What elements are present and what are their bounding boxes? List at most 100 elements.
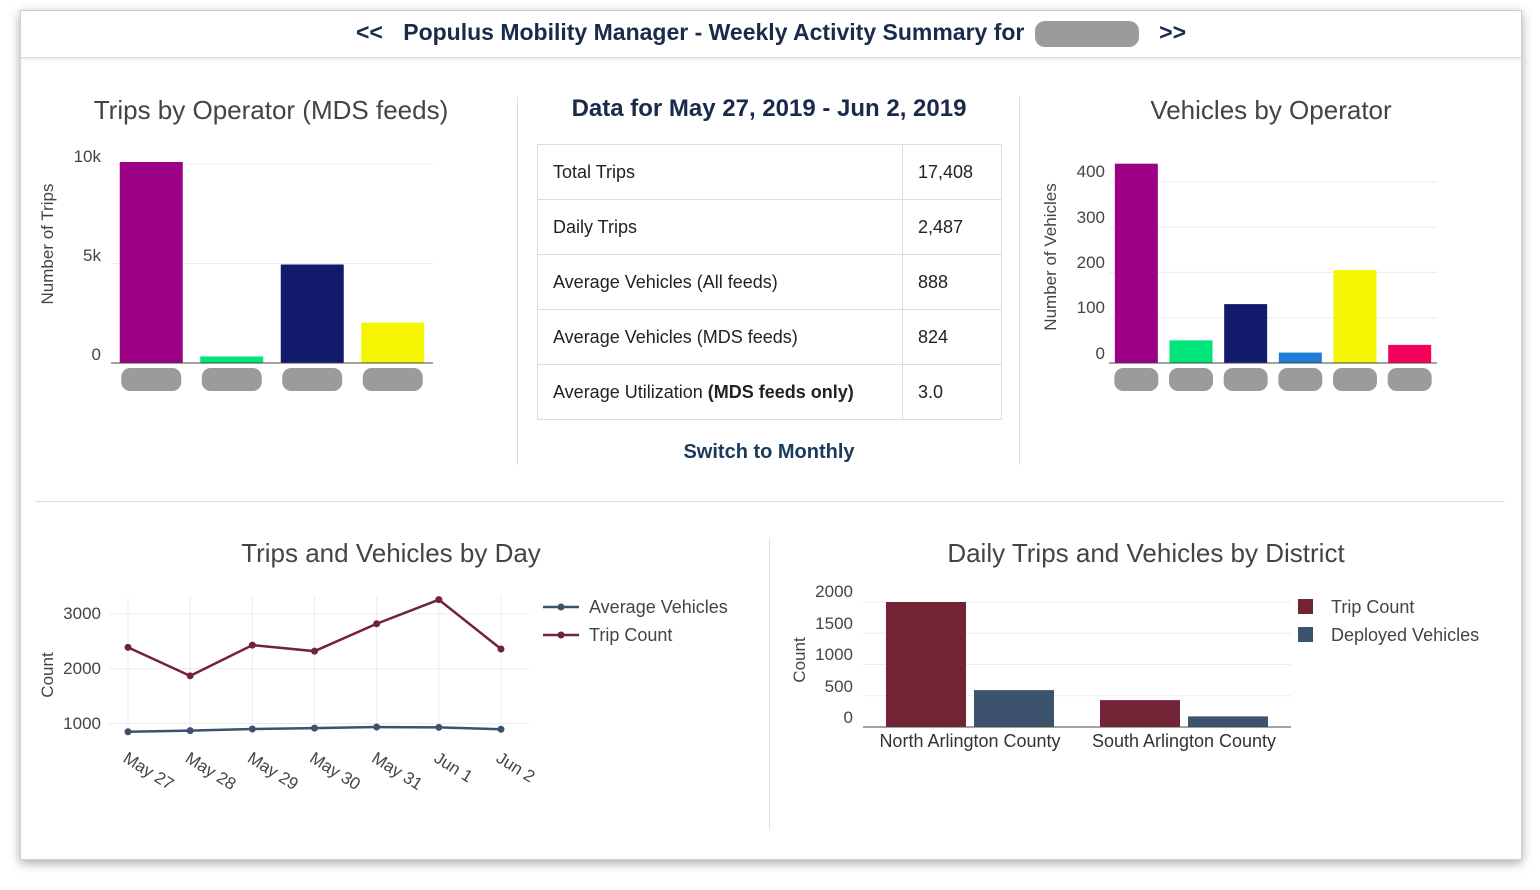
- divider: [1019, 97, 1020, 465]
- y-tick: 0: [1096, 344, 1105, 363]
- data-point: [435, 596, 443, 604]
- stat-label: Total Trips: [537, 144, 903, 200]
- district-chart-ylabel: Count: [790, 637, 809, 683]
- redacted-operator-label: [121, 368, 182, 391]
- y-tick: 5k: [83, 246, 101, 265]
- redacted-operator-label: [1169, 368, 1213, 391]
- y-tick: 400: [1077, 162, 1105, 181]
- report-title: Populus Mobility Manager - Weekly Activi…: [403, 19, 1025, 45]
- y-tick: 300: [1077, 208, 1105, 227]
- x-tick-label: May 31: [369, 748, 426, 794]
- redacted-operator-label: [1114, 368, 1159, 391]
- redacted-operator-label: [362, 368, 423, 391]
- data-point: [186, 672, 194, 680]
- previous-week-button[interactable]: <<: [355, 19, 383, 45]
- divider: [517, 97, 518, 465]
- stat-label-text: Average Utilization: [553, 381, 708, 402]
- redacted-operator-label: [201, 368, 262, 391]
- bar: [974, 690, 1054, 727]
- y-tick: 500: [825, 677, 853, 696]
- data-point: [124, 728, 132, 736]
- x-tick-label: May 27: [120, 748, 177, 794]
- x-tick-label: May 29: [244, 748, 301, 794]
- x-tick-label: Jun 1: [431, 748, 476, 786]
- table-row: Total Trips 17,408: [537, 144, 1002, 200]
- data-point: [124, 643, 132, 651]
- legend-swatch-deployed-vehicles: [1298, 627, 1313, 642]
- switch-to-monthly-link[interactable]: Switch to Monthly: [683, 441, 855, 463]
- bar: [1100, 700, 1180, 727]
- data-point: [497, 645, 505, 653]
- divider: [35, 501, 1505, 502]
- stat-label: Average Vehicles (All feeds): [537, 254, 903, 310]
- report-header: << Populus Mobility Manager - Weekly Act…: [21, 11, 1521, 58]
- bar: [886, 602, 966, 727]
- bar: [361, 322, 425, 363]
- report-window: << Populus Mobility Manager - Weekly Act…: [20, 10, 1522, 860]
- y-tick: 2000: [815, 582, 853, 601]
- bar: [1388, 344, 1432, 363]
- stat-label: Daily Trips: [537, 199, 903, 255]
- legend-trip-count: Trip Count: [589, 625, 672, 645]
- table-row: Average Utilization (MDS feeds only) 3.0: [537, 364, 1002, 420]
- legend-deployed-vehicles: Deployed Vehicles: [1331, 625, 1479, 645]
- trips-by-operator-ylabel: Number of Trips: [38, 184, 57, 305]
- divider: [769, 539, 770, 829]
- legend-marker-trip-count: [557, 631, 565, 639]
- trips-by-operator-title: Trips by Operator (MDS feeds): [93, 95, 449, 125]
- redacted-operator-label: [1223, 368, 1268, 391]
- bar: [1224, 304, 1268, 363]
- data-point: [186, 727, 194, 735]
- y-tick: 2000: [63, 659, 101, 678]
- data-point: [497, 725, 505, 733]
- stat-value: 17,408: [902, 144, 1002, 200]
- stat-label-bold: (MDS feeds only): [707, 381, 854, 402]
- bar: [1188, 716, 1268, 727]
- stat-value: 888: [902, 254, 1002, 310]
- y-tick: 0: [844, 708, 853, 727]
- stat-value: 2,487: [902, 199, 1002, 255]
- trips-vehicles-by-day-chart: Count 1000 2000 3000 Average Vehicles Tr…: [38, 596, 728, 794]
- y-tick: 100: [1077, 298, 1105, 317]
- data-point: [435, 723, 443, 731]
- bar: [1169, 340, 1213, 363]
- district-chart-title: Daily Trips and Vehicles by District: [947, 538, 1345, 568]
- next-week-button[interactable]: >>: [1159, 19, 1187, 45]
- legend-marker-average-vehicles: [557, 603, 565, 611]
- bar: [280, 264, 344, 363]
- summary-table: Total Trips 17,408 Daily Trips 2,487 Ave…: [537, 144, 1002, 420]
- redacted-operator-label: [1387, 368, 1432, 391]
- stat-label: Average Utilization (MDS feeds only): [537, 364, 903, 420]
- vehicles-by-operator-chart: Number of Vehicles 0 100 200 300 400: [1041, 162, 1437, 391]
- x-tick-label: May 30: [306, 748, 363, 794]
- district-chart: Count 0 500 1000 1500 2000 Trip Count De…: [790, 582, 1479, 751]
- y-tick: 1500: [815, 614, 853, 633]
- day-chart-ylabel: Count: [38, 652, 57, 698]
- stat-value: 3.0: [902, 364, 1002, 420]
- data-point: [248, 725, 256, 733]
- legend-swatch-trip-count: [1298, 599, 1313, 614]
- redacted-operator-label: [1333, 368, 1377, 391]
- y-tick: 0: [92, 345, 101, 364]
- legend-average-vehicles: Average Vehicles: [589, 597, 728, 617]
- vehicles-by-operator-title: Vehicles by Operator: [1150, 95, 1392, 125]
- bar: [119, 162, 183, 363]
- x-tick-label: North Arlington County: [879, 731, 1060, 751]
- redacted-operator-label: [282, 368, 343, 391]
- data-point: [248, 641, 256, 649]
- table-row: Average Vehicles (All feeds) 888: [537, 254, 1002, 310]
- x-tick-label: May 28: [182, 748, 239, 794]
- redacted-operator-label: [1278, 368, 1323, 391]
- table-row: Average Vehicles (MDS feeds) 824: [537, 309, 1002, 365]
- data-point: [373, 620, 381, 628]
- trips-by-operator-chart: Number of Trips 0 5k 10k: [38, 147, 433, 391]
- bar: [1333, 270, 1377, 363]
- y-tick: 3000: [63, 604, 101, 623]
- data-point: [311, 647, 318, 655]
- stat-value: 824: [902, 309, 1002, 365]
- bar: [1114, 163, 1158, 363]
- legend-trip-count: Trip Count: [1331, 597, 1414, 617]
- summary-title: Data for May 27, 2019 - Jun 2, 2019: [571, 95, 967, 122]
- x-tick-label: South Arlington County: [1092, 731, 1276, 751]
- y-tick: 1000: [63, 714, 101, 733]
